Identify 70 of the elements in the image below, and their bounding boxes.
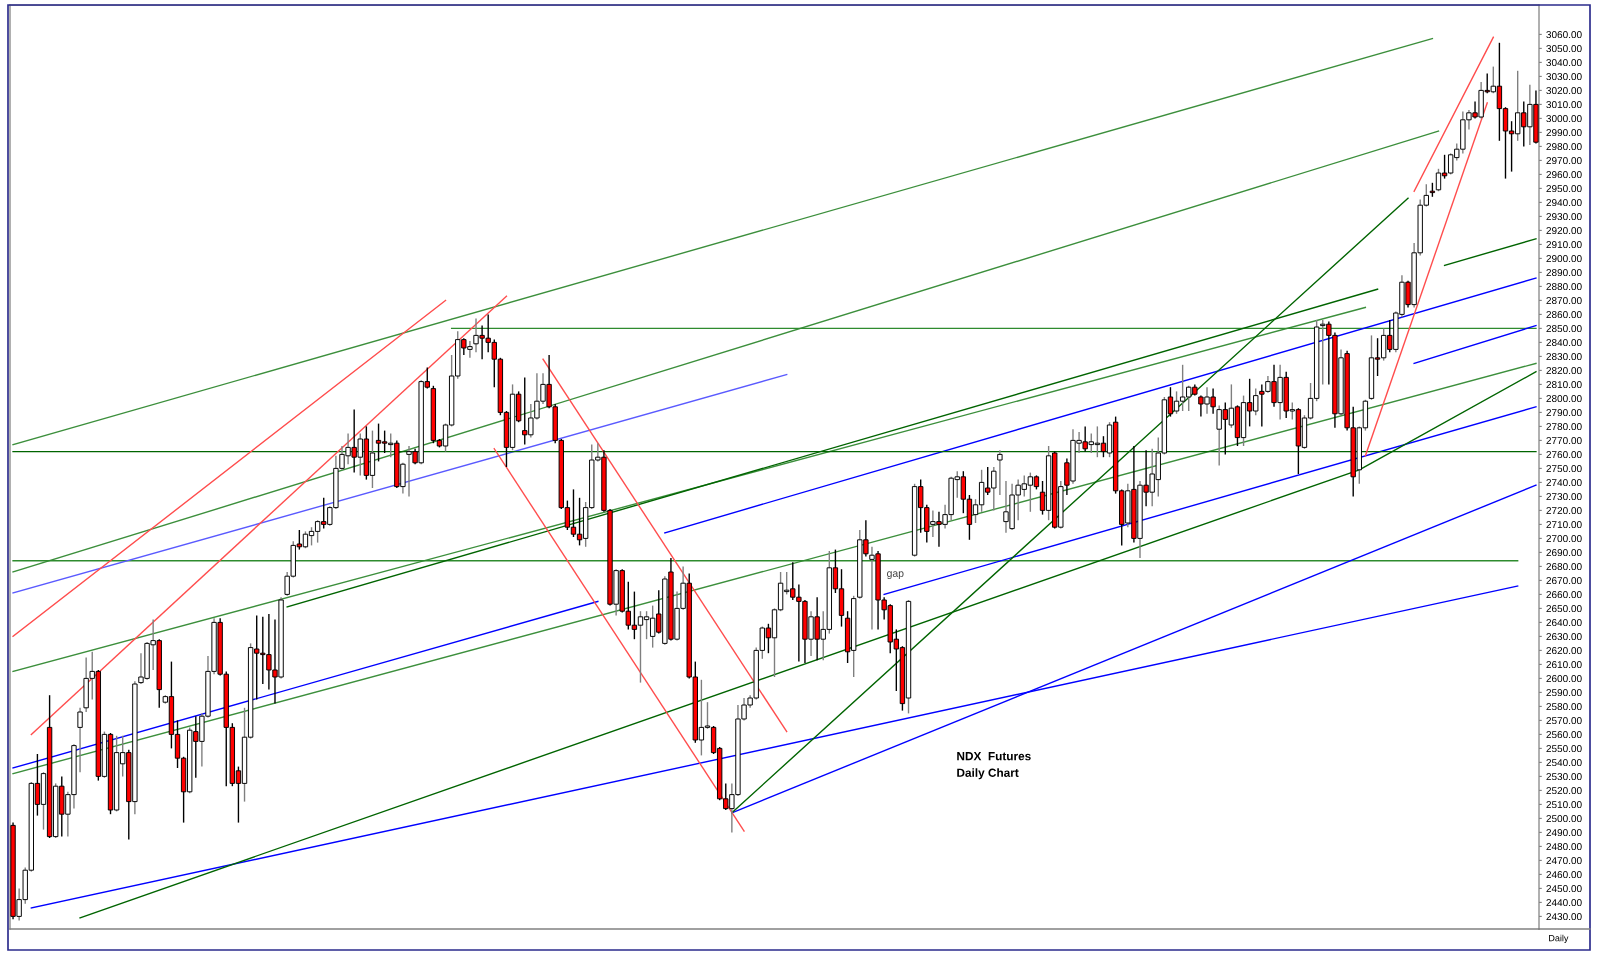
y-tick-label: 2470.00	[1546, 857, 1582, 865]
y-tick-label: 2810.00	[1546, 381, 1582, 389]
y-tick-label: 2880.00	[1546, 283, 1582, 291]
annotation: NDX Futures	[957, 752, 1031, 761]
y-tick-label: 2560.00	[1546, 731, 1582, 739]
y-tick-label: 2640.00	[1546, 619, 1582, 627]
y-tick-label: 3060.00	[1546, 31, 1582, 39]
annotation: gap	[887, 571, 904, 580]
y-tick-label: 2620.00	[1546, 647, 1582, 655]
y-tick-label: 2870.00	[1546, 297, 1582, 305]
y-tick-label: 2460.00	[1546, 871, 1582, 879]
y-tick-label: 2840.00	[1546, 339, 1582, 347]
y-tick-label: 2820.00	[1546, 367, 1582, 375]
y-tick-label: 2630.00	[1546, 633, 1582, 641]
y-tick-label: 2530.00	[1546, 773, 1582, 781]
y-tick-label: 2850.00	[1546, 325, 1582, 333]
y-tick-label: 2970.00	[1546, 157, 1582, 165]
y-tick-label: 2650.00	[1546, 605, 1582, 613]
y-tick-label: 2600.00	[1546, 675, 1582, 683]
text: Daily	[1549, 934, 1569, 944]
y-tick-label: 3000.00	[1546, 115, 1582, 123]
y-tick-label: 2800.00	[1546, 395, 1582, 403]
y-tick-label: 2860.00	[1546, 311, 1582, 319]
candlestick	[997, 449, 1003, 496]
y-tick-label: 3050.00	[1546, 45, 1582, 53]
y-tick-label: 2520.00	[1546, 787, 1582, 795]
y-tick-label: 2700.00	[1546, 535, 1582, 543]
y-tick-label: 2830.00	[1546, 353, 1582, 361]
y-tick-label: 2440.00	[1546, 899, 1582, 907]
y-tick-label: 2950.00	[1546, 185, 1582, 193]
y-tick-label: 2960.00	[1546, 171, 1582, 179]
y-tick-label: 2550.00	[1546, 745, 1582, 753]
y-tick-label: 2910.00	[1546, 241, 1582, 249]
y-tick-label: 2430.00	[1546, 913, 1582, 921]
y-tick-label: 2730.00	[1546, 493, 1582, 501]
y-tick-label: 2510.00	[1546, 801, 1582, 809]
y-tick-label: 2940.00	[1546, 199, 1582, 207]
candlestick	[77, 707, 83, 773]
y-tick-label: 2720.00	[1546, 507, 1582, 515]
y-tick-label: 2580.00	[1546, 703, 1582, 711]
y-tick-label: 2900.00	[1546, 255, 1582, 263]
y-tick-label: 3020.00	[1546, 87, 1582, 95]
y-tick-label: 2780.00	[1546, 423, 1582, 431]
y-tick-label: 2920.00	[1546, 227, 1582, 235]
y-tick-label: 3010.00	[1546, 101, 1582, 109]
y-tick-label: 2890.00	[1546, 269, 1582, 277]
y-tick-label: 2930.00	[1546, 213, 1582, 221]
y-tick-label: 2610.00	[1546, 661, 1582, 669]
y-tick-label: 2500.00	[1546, 815, 1582, 823]
y-tick-label: 2450.00	[1546, 885, 1582, 893]
annotation: Daily Chart	[957, 768, 1019, 780]
y-tick-label: 2490.00	[1546, 829, 1582, 837]
y-tick-label: 2770.00	[1546, 437, 1582, 445]
y-tick-label: 2740.00	[1546, 479, 1582, 487]
y-tick-label: 2680.00	[1546, 563, 1582, 571]
y-tick-label: 2710.00	[1546, 521, 1582, 529]
y-tick-label: 2750.00	[1546, 465, 1582, 473]
y-tick-label: 2980.00	[1546, 143, 1582, 151]
y-tick-label: 2480.00	[1546, 843, 1582, 851]
y-tick-label: 3030.00	[1546, 73, 1582, 81]
y-tick-label: 2670.00	[1546, 577, 1582, 585]
y-tick-label: 2590.00	[1546, 689, 1582, 697]
y-tick-label: 3040.00	[1546, 59, 1582, 67]
y-tick-label: 2540.00	[1546, 759, 1582, 767]
y-tick-label: 2790.00	[1546, 409, 1582, 417]
y-tick-label: 2990.00	[1546, 129, 1582, 137]
y-tick-label: 2660.00	[1546, 591, 1582, 599]
y-tick-label: 2760.00	[1546, 451, 1582, 459]
y-tick-label: 2570.00	[1546, 717, 1582, 725]
y-tick-label: 2690.00	[1546, 549, 1582, 557]
